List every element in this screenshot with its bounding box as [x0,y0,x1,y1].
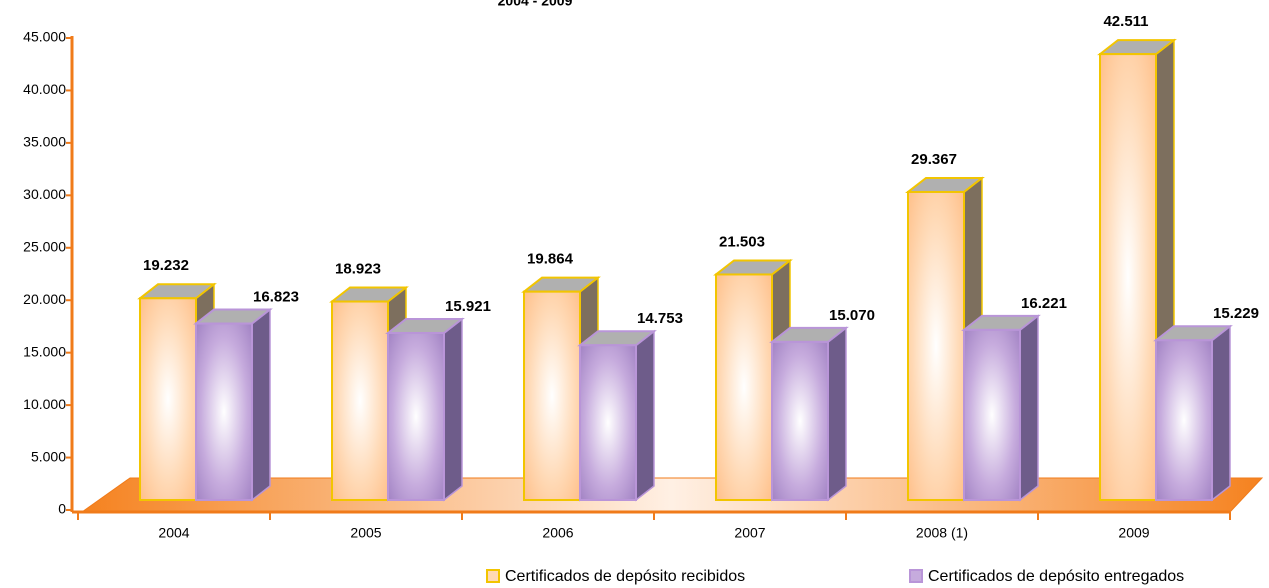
bar-front [523,290,581,501]
value-label: 21.503 [719,233,765,250]
x-tick-label: 2007 [734,525,765,541]
x-tick-label: 2005 [350,525,381,541]
y-tick-label: 20.000 [23,291,66,307]
x-tick-label: 2008 (1) [916,525,968,541]
bar-side [827,326,847,502]
y-tick-label: 0 [58,501,66,517]
bar-front [195,322,253,501]
bar-side [443,317,463,502]
legend-label: Certificados de depósito recibidos [505,568,745,585]
bar-side [251,308,271,502]
bar [961,314,1041,502]
x-tick-label: 2009 [1118,525,1149,541]
value-label: 42.511 [1103,13,1148,30]
bar-front [907,190,965,501]
bar-front [771,340,829,501]
value-label: 29.367 [911,151,957,168]
y-tick-label: 10.000 [23,396,66,412]
y-tick-label: 40.000 [23,81,66,97]
value-label: 16.823 [253,289,299,306]
y-tick-label: 25.000 [23,238,66,254]
x-tick-label: 2004 [158,525,189,541]
bar-front [1155,339,1213,501]
bar [1097,38,1177,502]
bar-front [1099,53,1157,502]
bar-front [387,332,445,502]
bar [1153,324,1233,502]
value-label: 15.070 [829,307,875,324]
bar [577,329,657,502]
y-tick-label: 35.000 [23,134,66,150]
bar-front [331,300,389,502]
bar-front [963,328,1021,502]
legend-label: Certificados de depósito entregados [928,568,1184,585]
legend: Certificados de depósito recibidos Certi… [486,568,1184,585]
legend-swatch [486,569,500,583]
y-tick-label: 30.000 [23,186,66,202]
value-label: 16.221 [1021,295,1067,312]
value-label: 19.864 [527,251,574,268]
bar-front [715,273,773,501]
bar [385,317,465,502]
bar-front [139,297,197,501]
value-label: 18.923 [335,260,381,277]
legend-swatch [909,569,923,583]
chart-title: 2004 - 2009 [498,0,573,9]
y-tick-label: 5.000 [31,448,66,464]
value-label: 15.229 [1213,305,1259,322]
value-label: 15.921 [445,298,491,315]
value-label: 19.232 [143,257,189,274]
bar-side [1019,314,1039,502]
x-tick-label: 2006 [542,525,573,541]
bar [193,308,273,502]
y-tick-label: 15.000 [23,343,66,359]
bar-side [1211,324,1231,502]
bar-front [579,344,637,501]
value-label: 14.753 [637,310,683,327]
bar [769,326,849,502]
y-tick-label: 45.000 [23,29,66,45]
bar-side [635,329,655,502]
